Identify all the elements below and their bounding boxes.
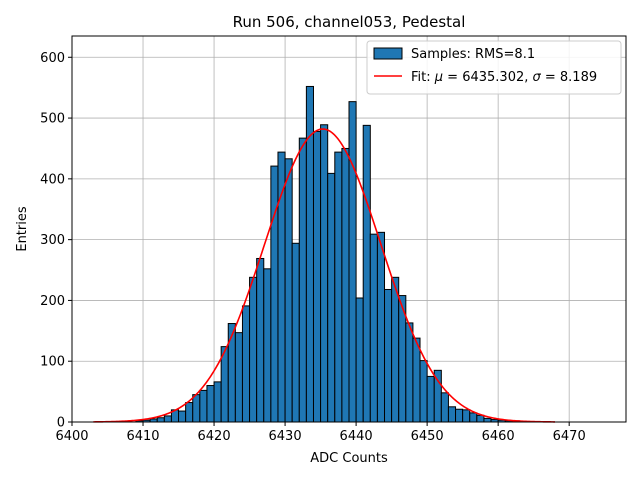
histogram-bar	[291, 242, 300, 423]
histogram-bar	[455, 408, 464, 423]
histogram-bar	[199, 389, 208, 423]
histogram-bar	[284, 158, 293, 423]
histogram-bar	[405, 322, 414, 423]
histogram-bar	[249, 276, 258, 423]
x-tick-label: 6460	[482, 429, 515, 444]
histogram-bar	[234, 332, 243, 423]
x-tick-label: 6470	[553, 429, 586, 444]
histogram-bar	[469, 412, 478, 423]
histogram-bar	[156, 417, 165, 423]
histogram-bar	[440, 392, 449, 423]
legend-samples-label: Samples: RMS=8.1	[411, 47, 535, 62]
x-tick-label: 6440	[340, 429, 373, 444]
plot-area-frame	[71, 35, 627, 423]
histogram-bar	[263, 268, 272, 423]
histogram-bar	[447, 406, 457, 423]
x-tick-label: 6410	[126, 429, 159, 444]
histogram-bar	[376, 231, 386, 423]
histogram-bar	[163, 415, 172, 423]
gaussian-fit-curve	[93, 128, 555, 423]
histogram-bar	[185, 402, 194, 423]
legend-box	[366, 40, 622, 95]
histogram-bar	[220, 346, 229, 423]
x-tick-label: 6430	[269, 429, 302, 444]
histogram-bar	[241, 305, 251, 423]
y-tick-label: 400	[40, 172, 65, 187]
histogram-bar	[298, 137, 307, 423]
histogram-bar	[391, 276, 400, 423]
y-axis-label: Entries	[15, 206, 30, 252]
histogram-bar	[419, 360, 428, 423]
y-tick-label: 500	[40, 112, 65, 127]
histogram-bar	[348, 101, 357, 423]
histogram-bar	[192, 394, 201, 423]
histogram-bar	[227, 323, 236, 423]
histogram-bar	[369, 233, 378, 423]
x-axis-label: ADC Counts	[310, 451, 388, 466]
histogram-bar	[206, 385, 215, 423]
y-tick-label: 100	[40, 355, 65, 370]
histogram-bar	[355, 297, 364, 423]
legend: Samples: RMS=8.1 Fit: μ = 6435.302, σ = …	[366, 40, 622, 95]
x-tick-label: 6450	[411, 429, 444, 444]
y-axis-ticks: 0 100 200 300 400 500 600	[40, 51, 72, 431]
legend-fit-label: Fit: μ = 6435.302, σ = 8.189	[411, 70, 597, 85]
histogram-bar	[178, 410, 187, 423]
chart-title: Run 506, channel053, Pedestal	[233, 13, 466, 31]
histogram-bar	[426, 375, 435, 423]
fit-curve-layer	[93, 128, 555, 423]
histogram-bar	[270, 165, 279, 423]
histogram-bar	[213, 381, 222, 423]
x-tick-label: 6420	[198, 429, 231, 444]
histogram-bar	[334, 151, 343, 423]
histogram-bar	[256, 257, 265, 423]
y-tick-label: 300	[40, 233, 65, 248]
legend-samples-swatch	[373, 47, 403, 60]
y-tick-label: 200	[40, 294, 65, 309]
histogram-bar	[412, 337, 421, 423]
x-axis-ticks: 6400 6410 6420 6430 6440 6450 6460 6470	[55, 422, 586, 444]
histogram-bar	[341, 147, 350, 423]
histogram-bar	[462, 409, 471, 423]
histogram-bar	[476, 414, 485, 423]
histogram-bar	[362, 124, 371, 423]
histogram-bar	[320, 124, 329, 423]
y-tick-label: 0	[57, 416, 65, 431]
histogram-bar	[312, 130, 322, 423]
x-tick-label: 6400	[55, 429, 88, 444]
y-tick-label: 600	[40, 51, 65, 66]
histogram-bar	[327, 172, 336, 423]
histogram-bar	[384, 288, 393, 423]
histogram-bar	[483, 417, 492, 423]
